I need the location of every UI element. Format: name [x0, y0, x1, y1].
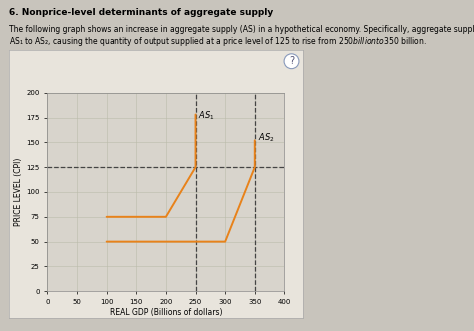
Text: 6. Nonprice-level determinants of aggregate supply: 6. Nonprice-level determinants of aggreg… — [9, 8, 273, 17]
Text: The following graph shows an increase in aggregate supply (AS) in a hypothetical: The following graph shows an increase in… — [9, 25, 474, 34]
X-axis label: REAL GDP (Billions of dollars): REAL GDP (Billions of dollars) — [109, 308, 222, 317]
Y-axis label: PRICE LEVEL (CPI): PRICE LEVEL (CPI) — [15, 158, 24, 226]
Text: ?: ? — [289, 56, 294, 66]
Text: $AS_2$: $AS_2$ — [258, 132, 274, 144]
Text: $AS_1$: $AS_1$ — [199, 110, 215, 122]
Text: AS₁ to AS₂, causing the quantity of output supplied at a price level of 125 to r: AS₁ to AS₂, causing the quantity of outp… — [9, 35, 427, 48]
